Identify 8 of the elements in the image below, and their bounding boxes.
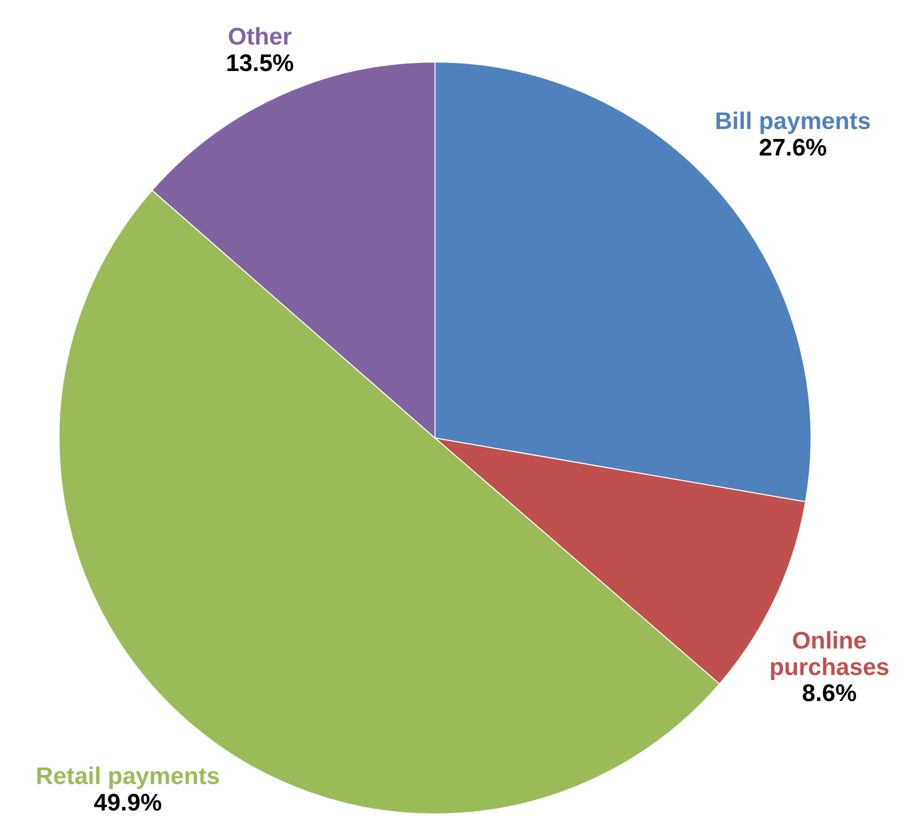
data-label: 8.6% (802, 680, 857, 708)
data-label: 13.5% (226, 50, 294, 78)
data-label: 27.6% (758, 134, 827, 162)
slice-label: Bill payments (714, 108, 871, 136)
slice-label: Online purchases (769, 628, 890, 682)
slice-label: Other (228, 24, 292, 52)
slice-label: Retail payments (36, 763, 220, 790)
data-label: 49.9% (94, 790, 162, 817)
